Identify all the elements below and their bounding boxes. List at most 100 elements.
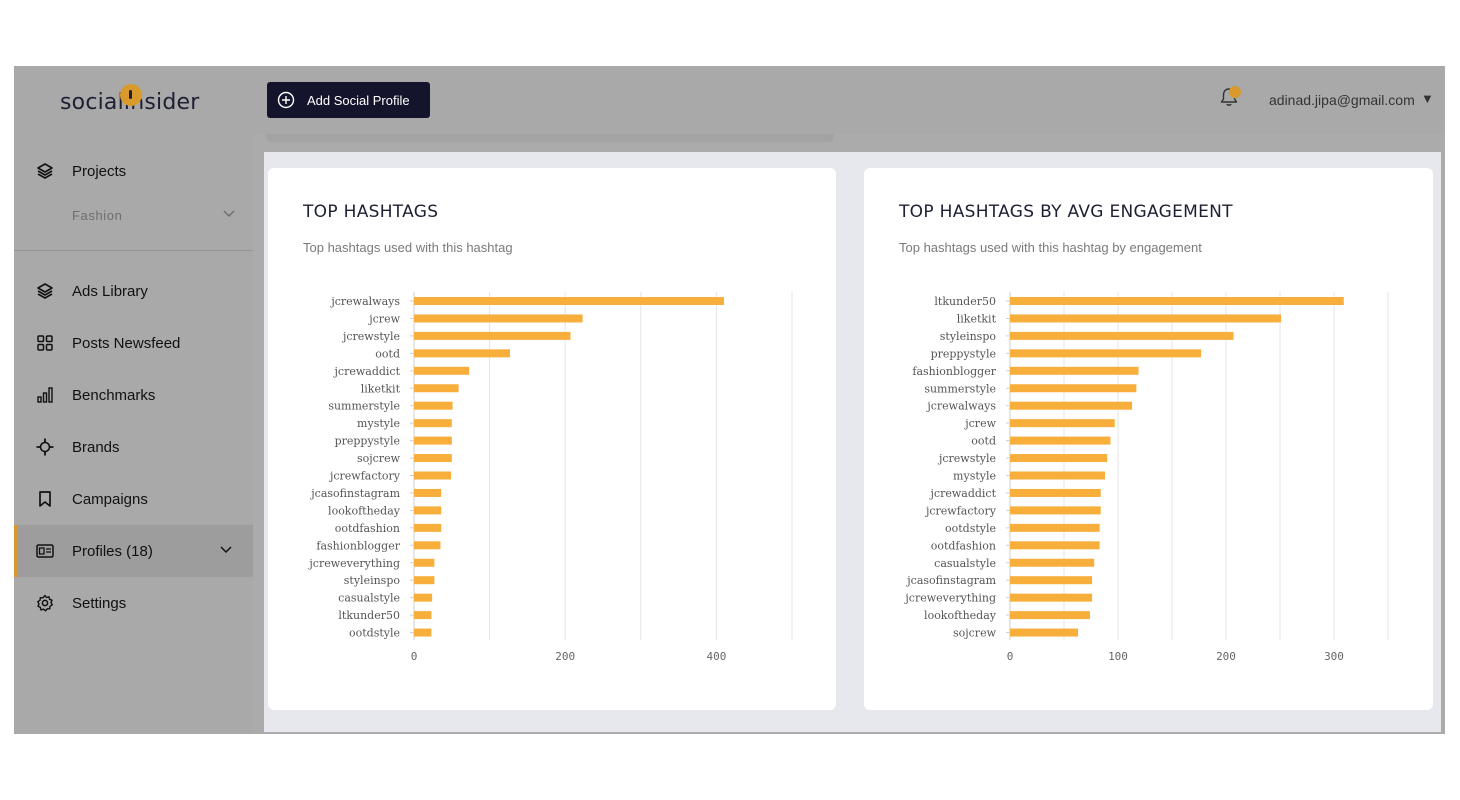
sidebar-item-posts-newsfeed[interactable]: Posts Newsfeed bbox=[14, 317, 253, 369]
card-subtitle: Top hashtags used with this hashtag by e… bbox=[899, 240, 1202, 255]
sidebar-item-label: Benchmarks bbox=[72, 386, 156, 404]
category-label: liketkit bbox=[361, 382, 401, 395]
x-tick-label: 300 bbox=[1324, 650, 1344, 663]
category-label: ootd bbox=[971, 435, 996, 448]
bar bbox=[1010, 314, 1282, 323]
bar bbox=[1010, 401, 1133, 410]
bar bbox=[1010, 611, 1090, 620]
bar bbox=[1010, 488, 1101, 497]
category-label: mystyle bbox=[357, 417, 400, 430]
category-label: jcasofinstagram bbox=[309, 487, 400, 500]
category-label: ootdfashion bbox=[931, 539, 996, 552]
x-tick-label: 0 bbox=[1007, 650, 1014, 663]
layers-icon bbox=[37, 283, 53, 299]
category-label: styleinspo bbox=[344, 574, 401, 587]
bar bbox=[414, 454, 452, 463]
sidebar-item-label: Projects bbox=[72, 162, 127, 180]
category-label: jcrewaddict bbox=[333, 365, 401, 378]
bar bbox=[1010, 593, 1093, 602]
sidebar-item-benchmarks[interactable]: Benchmarks bbox=[14, 369, 253, 421]
category-label: fashionblogger bbox=[316, 539, 400, 552]
top-hashtags-card: TOP HASHTAGS Top hashtags used with this… bbox=[268, 168, 836, 710]
category-label: styleinspo bbox=[940, 330, 997, 343]
sidebar-item-settings[interactable]: Settings bbox=[14, 577, 253, 629]
bar bbox=[1010, 523, 1100, 532]
sidebar-item-label: Campaigns bbox=[72, 490, 148, 508]
bar bbox=[414, 401, 453, 410]
bar bbox=[414, 419, 452, 428]
sidebar-item-brands[interactable]: Brands bbox=[14, 421, 253, 473]
bar bbox=[414, 314, 583, 323]
layers-icon bbox=[37, 163, 53, 179]
category-label: jcrewalways bbox=[329, 295, 400, 308]
category-label: lookoftheday bbox=[328, 504, 401, 517]
main-content: TOP HASHTAGS Top hashtags used with this… bbox=[264, 152, 1441, 732]
category-label: jcreweverything bbox=[903, 592, 996, 605]
sidebar-item-label: Brands bbox=[72, 438, 120, 456]
x-tick-label: 200 bbox=[555, 650, 575, 663]
bar bbox=[1010, 541, 1100, 550]
id-card-icon bbox=[36, 544, 54, 558]
category-label: ootd bbox=[375, 347, 400, 360]
category-label: lookoftheday bbox=[924, 609, 997, 622]
add-social-profile-button[interactable]: Add Social Profile bbox=[267, 82, 430, 118]
bar bbox=[414, 331, 571, 340]
divider bbox=[14, 250, 253, 251]
bar bbox=[414, 471, 452, 480]
bar bbox=[414, 628, 432, 637]
add-social-profile-label: Add Social Profile bbox=[307, 93, 410, 108]
bar bbox=[1010, 454, 1108, 463]
bar bbox=[1010, 576, 1093, 585]
category-label: jcrew bbox=[367, 312, 400, 325]
top-hashtags-engagement-card: TOP HASHTAGS BY AVG ENGAGEMENT Top hasht… bbox=[864, 168, 1433, 710]
bar bbox=[414, 297, 724, 305]
bar bbox=[1010, 628, 1079, 637]
category-label: jcrewaddict bbox=[929, 487, 997, 500]
bar bbox=[1010, 419, 1115, 428]
x-tick-label: 400 bbox=[706, 650, 726, 663]
bar bbox=[1010, 506, 1101, 515]
bar-chart-icon bbox=[37, 387, 53, 403]
bar bbox=[414, 506, 442, 515]
sidebar-item-projects[interactable]: Projects bbox=[14, 145, 253, 197]
user-email[interactable]: adinad.jipa@gmail.com bbox=[1269, 92, 1415, 108]
sidebar-item-profiles[interactable]: Profiles (18) bbox=[14, 525, 253, 577]
notification-badge bbox=[1229, 86, 1241, 98]
card-subtitle: Top hashtags used with this hashtag bbox=[303, 240, 513, 255]
caret-down-icon[interactable]: ▼ bbox=[1421, 91, 1434, 106]
category-label: jcasofinstagram bbox=[905, 574, 996, 587]
project-select[interactable]: Fashion bbox=[72, 208, 123, 223]
sidebar-item-label: Ads Library bbox=[72, 282, 148, 300]
chevron-down-icon[interactable] bbox=[222, 209, 236, 219]
bar bbox=[1010, 436, 1111, 445]
gear-icon bbox=[37, 594, 53, 612]
chevron-down-icon[interactable] bbox=[219, 545, 233, 555]
category-label: ltkunder50 bbox=[934, 295, 996, 308]
top-hashtags-chart: jcrewalways jcrew jcrewstyle ootd jcrewaddic… bbox=[307, 292, 793, 663]
sidebar-item-campaigns[interactable]: Campaigns bbox=[14, 473, 253, 525]
bar bbox=[414, 611, 432, 620]
sidebar-item-ads-library[interactable]: Ads Library bbox=[14, 265, 253, 317]
category-label: ootdstyle bbox=[349, 627, 400, 640]
top-bar: Add Social Profile adinad.jipa@gmail.com… bbox=[253, 66, 1445, 134]
bar bbox=[1010, 366, 1139, 375]
collapsed-panel-edge bbox=[266, 134, 834, 142]
category-label: summerstyle bbox=[328, 400, 400, 413]
bar bbox=[414, 366, 470, 375]
category-label: jcrewfactory bbox=[328, 470, 401, 483]
category-label: ootdstyle bbox=[945, 522, 996, 535]
bar bbox=[414, 349, 511, 358]
card-title: TOP HASHTAGS bbox=[303, 202, 439, 222]
bookmark-icon bbox=[39, 491, 51, 507]
category-label: mystyle bbox=[953, 470, 996, 483]
bar bbox=[414, 523, 442, 532]
category-label: jcrewstyle bbox=[341, 330, 400, 343]
category-label: jcrewfactory bbox=[924, 504, 997, 517]
bar bbox=[414, 576, 435, 585]
category-label: ltkunder50 bbox=[338, 609, 400, 622]
sidebar: socialinsider Projects Fashion Ads Libra… bbox=[14, 66, 253, 734]
category-label: liketkit bbox=[957, 312, 997, 325]
category-label: jcrewstyle bbox=[937, 452, 996, 465]
x-tick-label: 0 bbox=[411, 650, 418, 663]
plus-circle-icon bbox=[277, 91, 295, 109]
